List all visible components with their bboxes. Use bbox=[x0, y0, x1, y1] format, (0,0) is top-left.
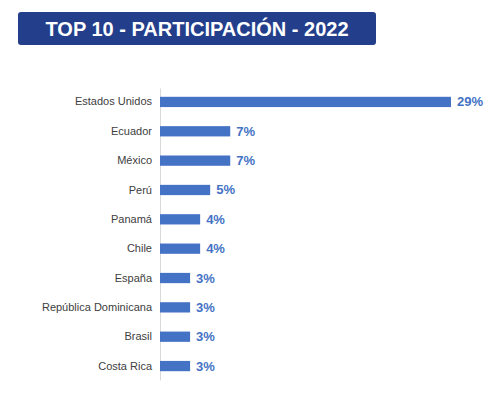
y-tick-label: Brasil bbox=[124, 330, 152, 342]
bar bbox=[160, 214, 200, 224]
data-label: 4% bbox=[206, 241, 225, 256]
data-label: 3% bbox=[196, 300, 215, 315]
bar bbox=[160, 97, 451, 107]
chart: TOP 10 - PARTICIPACIÓN - 2022 Estados Uni… bbox=[0, 0, 496, 399]
bar bbox=[160, 185, 210, 195]
y-tick-label: Ecuador bbox=[111, 125, 152, 137]
data-label: 5% bbox=[216, 182, 235, 197]
bar bbox=[160, 244, 200, 254]
title: TOP 10 - PARTICIPACIÓN - 2022 bbox=[45, 17, 348, 40]
y-tick: Costa Rica bbox=[98, 360, 160, 372]
y-tick-label: México bbox=[117, 154, 152, 166]
y-tick: República Dominicana bbox=[42, 301, 160, 313]
y-tick-label: Panamá bbox=[111, 213, 153, 225]
data-label: 29% bbox=[457, 94, 483, 109]
y-tick: Chile bbox=[127, 242, 160, 254]
y-tick: México bbox=[117, 154, 160, 166]
data-label: 4% bbox=[206, 212, 225, 227]
y-tick: Perú bbox=[129, 183, 160, 195]
bar bbox=[160, 273, 190, 283]
y-tick-label: Costa Rica bbox=[98, 360, 153, 372]
bar bbox=[160, 155, 230, 165]
y-tick: Panamá bbox=[111, 213, 160, 225]
bar bbox=[160, 126, 230, 136]
bar bbox=[160, 302, 190, 312]
data-label: 3% bbox=[196, 329, 215, 344]
y-axis: Estados Unidos Ecuador México Perú Panamá Chi… bbox=[42, 89, 161, 381]
y-tick: Brasil bbox=[124, 330, 160, 342]
y-tick-label: España bbox=[115, 272, 153, 284]
bars bbox=[160, 97, 451, 371]
y-tick-label: Estados Unidos bbox=[75, 95, 153, 107]
data-label: 7% bbox=[236, 124, 255, 139]
data-label: 3% bbox=[196, 271, 215, 286]
y-tick-label: República Dominicana bbox=[42, 301, 153, 313]
data-label: 3% bbox=[196, 359, 215, 374]
y-tick: Ecuador bbox=[111, 125, 160, 137]
y-tick: España bbox=[115, 272, 160, 284]
data-label: 7% bbox=[236, 153, 255, 168]
y-tick: Estados Unidos bbox=[75, 95, 160, 107]
bar bbox=[160, 332, 190, 342]
bar bbox=[160, 361, 190, 371]
title-group: TOP 10 - PARTICIPACIÓN - 2022 bbox=[18, 12, 376, 45]
title-box bbox=[18, 12, 376, 45]
y-tick-label: Perú bbox=[129, 183, 152, 195]
y-tick-label: Chile bbox=[127, 242, 152, 254]
data-labels: 29%7%7%5%4%4%3%3%3%3% bbox=[196, 94, 483, 373]
